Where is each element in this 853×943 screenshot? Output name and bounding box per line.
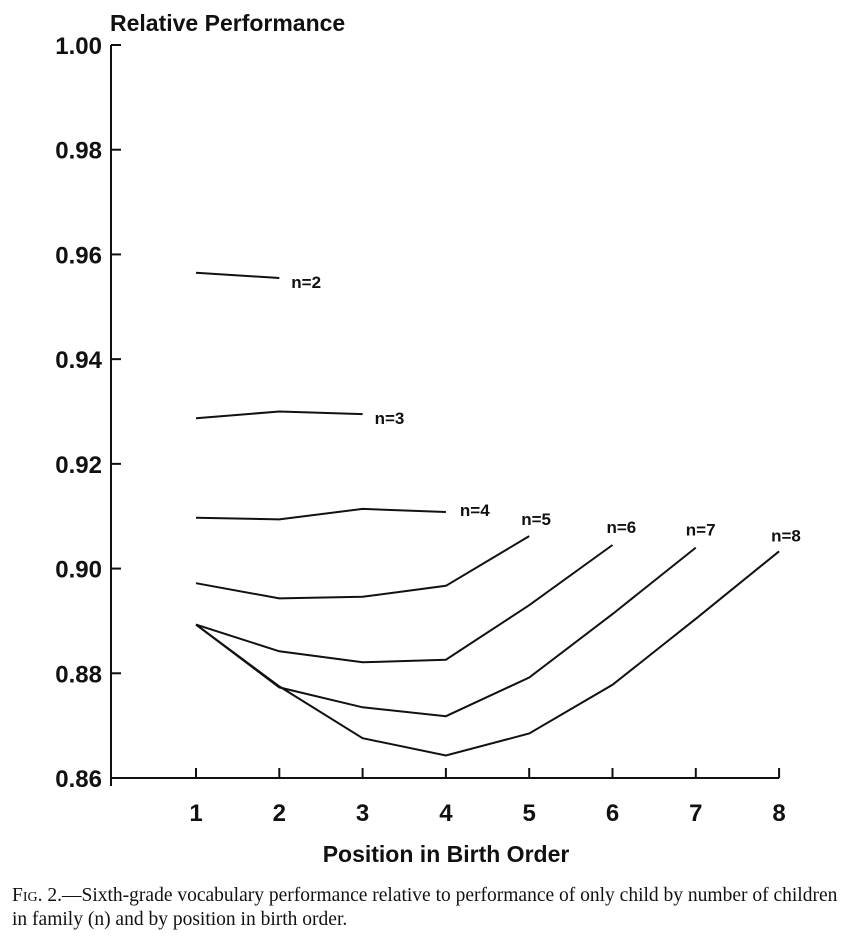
series-label: n=6 (607, 518, 637, 537)
series-label: n=4 (460, 501, 490, 520)
series-line-3 (195, 410, 363, 420)
series-label: n=3 (375, 409, 405, 428)
line-chart: Relative Performance 1.00 0.98 0.96 0.94 0.9… (55, 10, 801, 867)
y-tick-label: 0.88 (55, 661, 102, 688)
series-line-4 (195, 507, 446, 521)
caption-lead: Fig. 2. (12, 885, 62, 906)
caption-text: —Sixth-grade vocabulary performance rela… (12, 885, 838, 930)
x-tick-label: 2 (273, 800, 286, 827)
x-tick-label: 4 (439, 800, 453, 827)
x-tick-label: 7 (689, 800, 702, 827)
x-tick-label: 3 (356, 800, 369, 827)
y-tick-label: 0.92 (55, 452, 102, 479)
series-line-7 (195, 546, 697, 718)
series-line-6 (195, 544, 614, 664)
series-line-2 (195, 271, 280, 279)
series-label: n=8 (771, 526, 801, 545)
series-group: n=2 n=3 n=4 n=5 n=6 n=7 n=8 (195, 271, 801, 757)
y-axis: 1.00 0.98 0.96 0.94 0.92 0.90 0.88 0.86 (55, 33, 121, 793)
y-tick-label: 0.96 (55, 242, 102, 269)
y-tick-label: 1.00 (55, 33, 102, 60)
series-line-5 (195, 535, 530, 600)
y-tick-label: 0.98 (55, 138, 102, 165)
y-tick-label: 0.94 (55, 347, 102, 374)
x-axis: 1 2 3 4 5 6 7 8 (111, 768, 786, 827)
y-tick-label: 0.86 (55, 766, 102, 793)
x-tick-label: 8 (772, 800, 785, 827)
figure-caption: Fig. 2.—Sixth-grade vocabulary performan… (12, 884, 842, 932)
x-tick-label: 6 (606, 800, 619, 827)
series-label: n=5 (521, 510, 551, 529)
series-line-8 (195, 550, 780, 757)
y-tick-label: 0.90 (55, 557, 102, 584)
x-tick-label: 5 (523, 800, 536, 827)
y-axis-title: Relative Performance (110, 10, 345, 36)
x-tick-label: 1 (189, 800, 202, 827)
series-label: n=2 (291, 273, 321, 292)
series-label: n=7 (686, 521, 716, 540)
x-axis-title: Position in Birth Order (323, 841, 570, 867)
